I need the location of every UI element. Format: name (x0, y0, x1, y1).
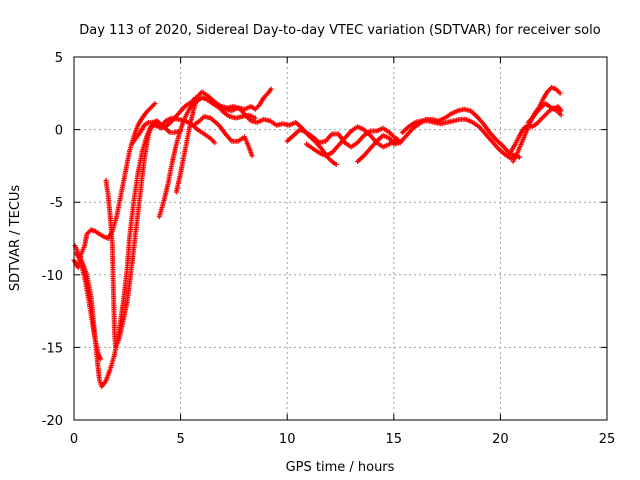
data-point (268, 86, 274, 92)
data-point (557, 90, 563, 96)
data-point (152, 100, 158, 106)
series-arc9 (210, 98, 258, 121)
y-tick-label: -10 (42, 269, 63, 284)
data-point (212, 140, 218, 146)
series-arc4 (103, 118, 184, 350)
series-arc5 (156, 86, 274, 220)
x-tick-label: 0 (70, 432, 78, 447)
data-point (249, 153, 255, 159)
data-point (98, 356, 104, 362)
data-point (333, 161, 339, 167)
y-tick-label: -15 (42, 341, 63, 356)
data-point (558, 108, 564, 114)
x-axis-label: GPS time / hours (286, 460, 395, 475)
y-tick-label: -5 (50, 196, 63, 211)
x-tick-label: 10 (279, 432, 296, 447)
data-points (71, 84, 564, 390)
x-axis-ticks: 0 5 10 15 20 25 (70, 57, 615, 447)
plot-frame (73, 56, 608, 421)
x-tick-label: 15 (386, 432, 403, 447)
series-arc10 (284, 125, 401, 150)
y-tick-label: 5 (55, 51, 63, 66)
series-arc6 (173, 89, 339, 195)
data-point (558, 112, 564, 118)
series-arc12 (355, 106, 523, 165)
x-tick-label: 20 (492, 432, 509, 447)
data-point (517, 154, 523, 160)
y-axis-label: SDTVAR / TECUs (8, 185, 23, 292)
series-arc3 (73, 250, 104, 362)
y-tick-label: -20 (42, 414, 63, 429)
y-tick-label: 0 (55, 124, 63, 139)
series-arc13 (399, 116, 518, 162)
y-axis-ticks: -20 -15 -10 -5 0 5 (42, 51, 607, 429)
data-point (252, 115, 258, 121)
grid-lines (74, 57, 607, 420)
x-tick-label: 5 (176, 432, 184, 447)
series-arc16 (525, 100, 564, 125)
series-arc8 (129, 115, 218, 147)
x-tick-label: 25 (599, 432, 616, 447)
series-arc7 (193, 114, 255, 159)
chart-title: Day 113 of 2020, Sidereal Day-to-day VTE… (79, 23, 600, 38)
